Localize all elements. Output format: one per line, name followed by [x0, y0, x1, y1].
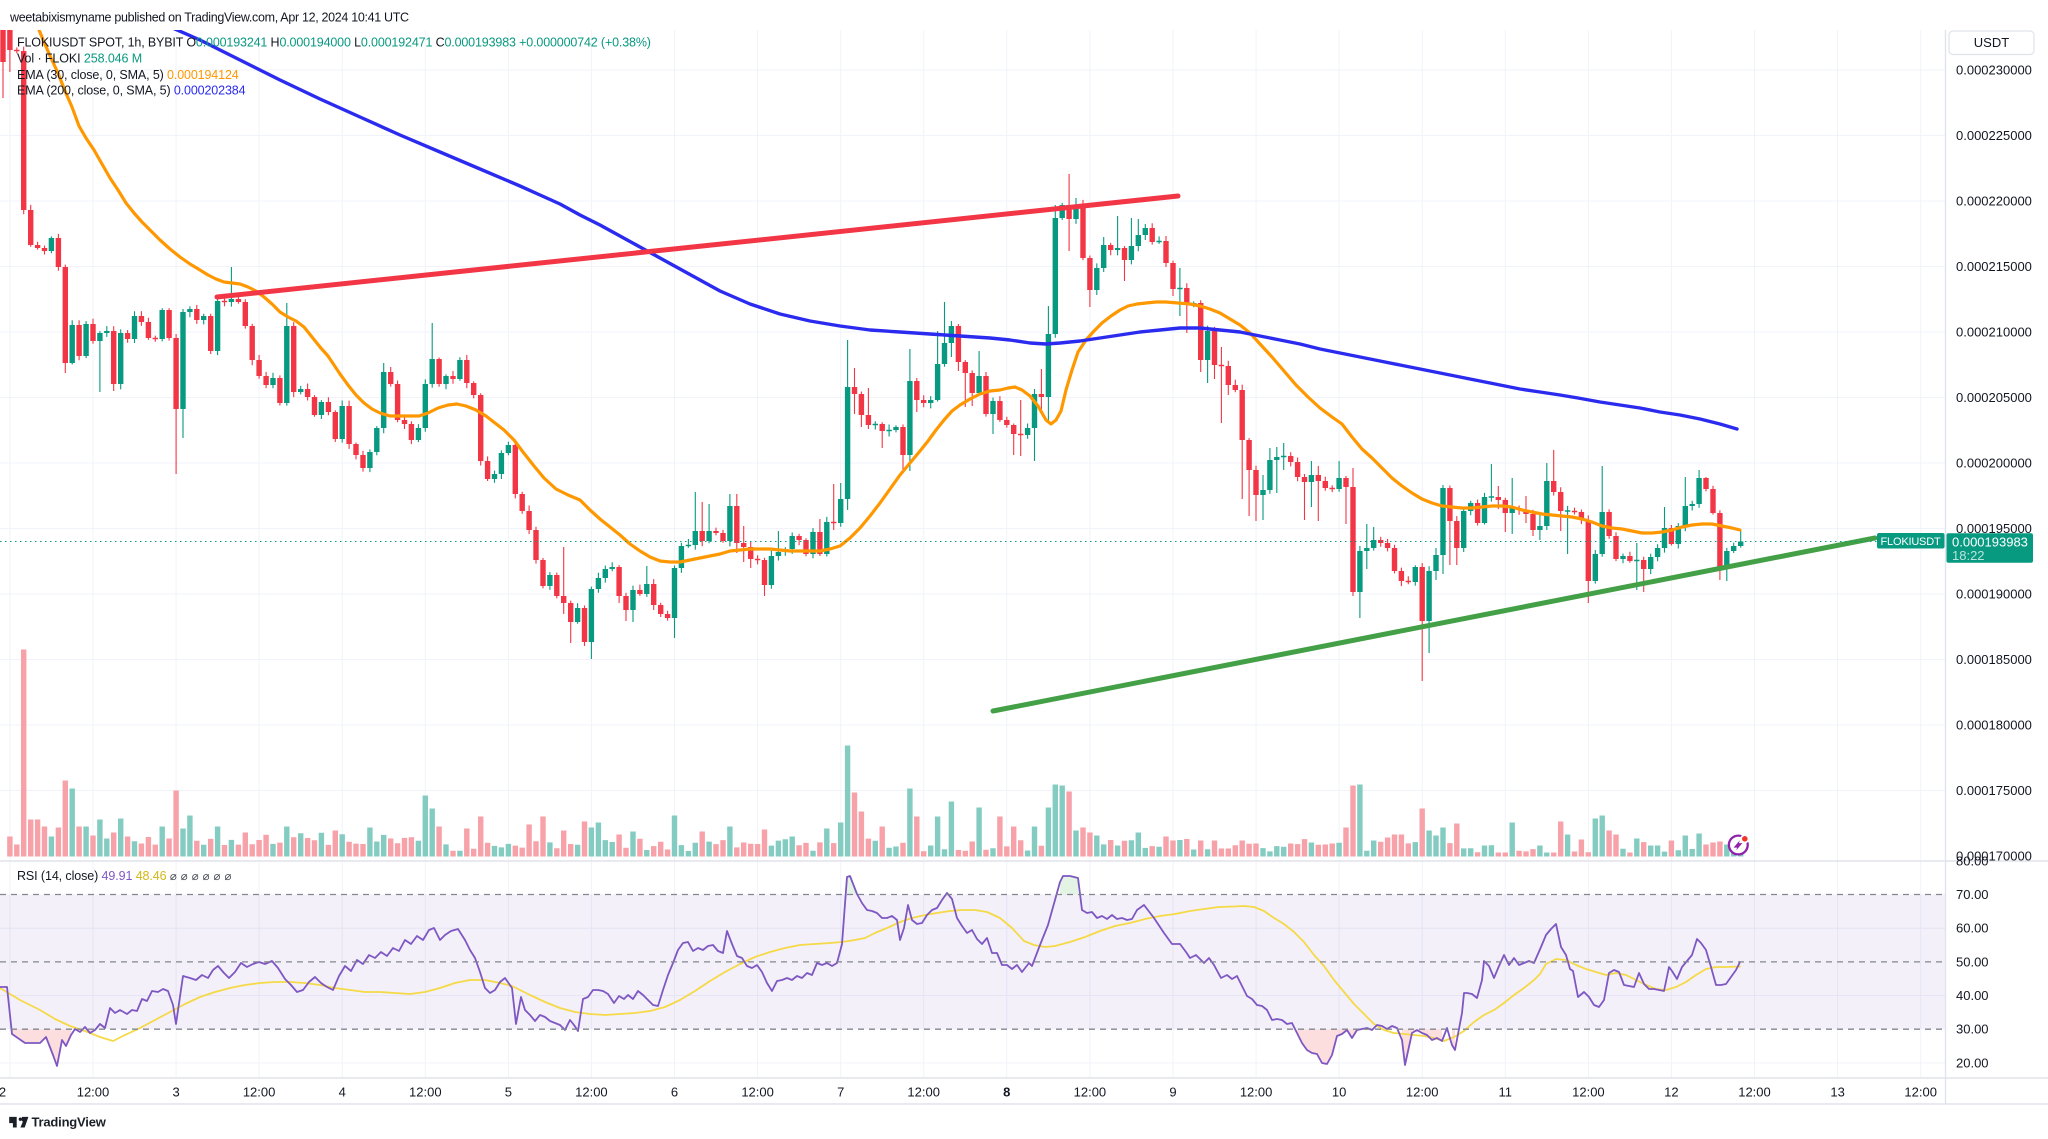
svg-text:TradingView: TradingView	[32, 1115, 107, 1130]
svg-text:12:00: 12:00	[1572, 1085, 1605, 1100]
svg-text:0.000200000: 0.000200000	[1956, 456, 2032, 471]
svg-text:70.00: 70.00	[1956, 887, 1989, 902]
svg-text:0.000230000: 0.000230000	[1956, 63, 2032, 78]
svg-text:12:00: 12:00	[243, 1085, 276, 1100]
svg-text:3: 3	[172, 1085, 179, 1100]
svg-text:80.00: 80.00	[1956, 853, 1989, 868]
svg-text:12:00: 12:00	[1074, 1085, 1107, 1100]
svg-text:12:00: 12:00	[1406, 1085, 1439, 1100]
svg-text:0.000180000: 0.000180000	[1956, 718, 2032, 733]
svg-text:0.000190000: 0.000190000	[1956, 587, 2032, 602]
svg-text:0.000175000: 0.000175000	[1956, 783, 2032, 798]
svg-text:12:00: 12:00	[741, 1085, 774, 1100]
svg-text:0.000225000: 0.000225000	[1956, 128, 2032, 143]
svg-text:0.000170000: 0.000170000	[1956, 849, 2032, 864]
svg-text:USDT: USDT	[1974, 35, 2009, 50]
svg-text:12:00: 12:00	[409, 1085, 442, 1100]
svg-text:weetabixismyname published on: weetabixismyname published on TradingVie…	[9, 11, 409, 25]
svg-text:Vol · FLOKI 258.046 M: Vol · FLOKI 258.046 M	[17, 52, 142, 66]
svg-text:0.000193983: 0.000193983	[1952, 534, 2028, 549]
svg-text:7: 7	[837, 1085, 844, 1100]
svg-text:12:00: 12:00	[1738, 1085, 1771, 1100]
svg-text:12: 12	[1664, 1085, 1678, 1100]
svg-text:60.00: 60.00	[1956, 921, 1989, 936]
svg-text:9: 9	[1169, 1085, 1176, 1100]
svg-text:0.000220000: 0.000220000	[1956, 194, 2032, 209]
svg-text:6: 6	[671, 1085, 678, 1100]
svg-text:18:22: 18:22	[1952, 548, 1985, 563]
svg-text:RSI (14, close) 49.91 48.46: RSI (14, close) 49.91 48.46 ⌀⌀⌀⌀⌀⌀	[17, 869, 235, 883]
svg-text:13: 13	[1830, 1085, 1844, 1100]
svg-text:12:00: 12:00	[1904, 1085, 1937, 1100]
svg-text:12:00: 12:00	[575, 1085, 608, 1100]
svg-text:12:00: 12:00	[1240, 1085, 1273, 1100]
svg-text:8: 8	[1003, 1085, 1010, 1100]
svg-text:0.000185000: 0.000185000	[1956, 652, 2032, 667]
svg-text:0.000215000: 0.000215000	[1956, 259, 2032, 274]
svg-text:30.00: 30.00	[1956, 1022, 1989, 1037]
svg-text:0.000210000: 0.000210000	[1956, 325, 2032, 340]
svg-text:12:00: 12:00	[77, 1085, 110, 1100]
svg-text:FLOKIUSDT SPOT, 1h, BYBIT O0.: FLOKIUSDT SPOT, 1h, BYBIT O0.000193241 H…	[17, 36, 651, 50]
svg-text:FLOKIUSDT: FLOKIUSDT	[1881, 536, 1941, 548]
svg-text:10: 10	[1332, 1085, 1346, 1100]
svg-text:5: 5	[505, 1085, 512, 1100]
svg-text:EMA (200, close, 0, SMA, 5) 0: EMA (200, close, 0, SMA, 5) 0.000202384	[17, 84, 246, 98]
svg-text:20.00: 20.00	[1956, 1055, 1989, 1070]
svg-text:40.00: 40.00	[1956, 988, 1989, 1003]
svg-text:0.000195000: 0.000195000	[1956, 521, 2032, 536]
svg-text:11: 11	[1499, 1085, 1513, 1100]
svg-text:50.00: 50.00	[1956, 954, 1989, 969]
svg-text:0.000205000: 0.000205000	[1956, 390, 2032, 405]
svg-text:12:00: 12:00	[907, 1085, 940, 1100]
svg-text:EMA (30, close, 0, SMA, 5) 0.: EMA (30, close, 0, SMA, 5) 0.000194124	[17, 68, 239, 82]
svg-text:2: 2	[0, 1085, 6, 1100]
svg-text:4: 4	[339, 1085, 346, 1100]
